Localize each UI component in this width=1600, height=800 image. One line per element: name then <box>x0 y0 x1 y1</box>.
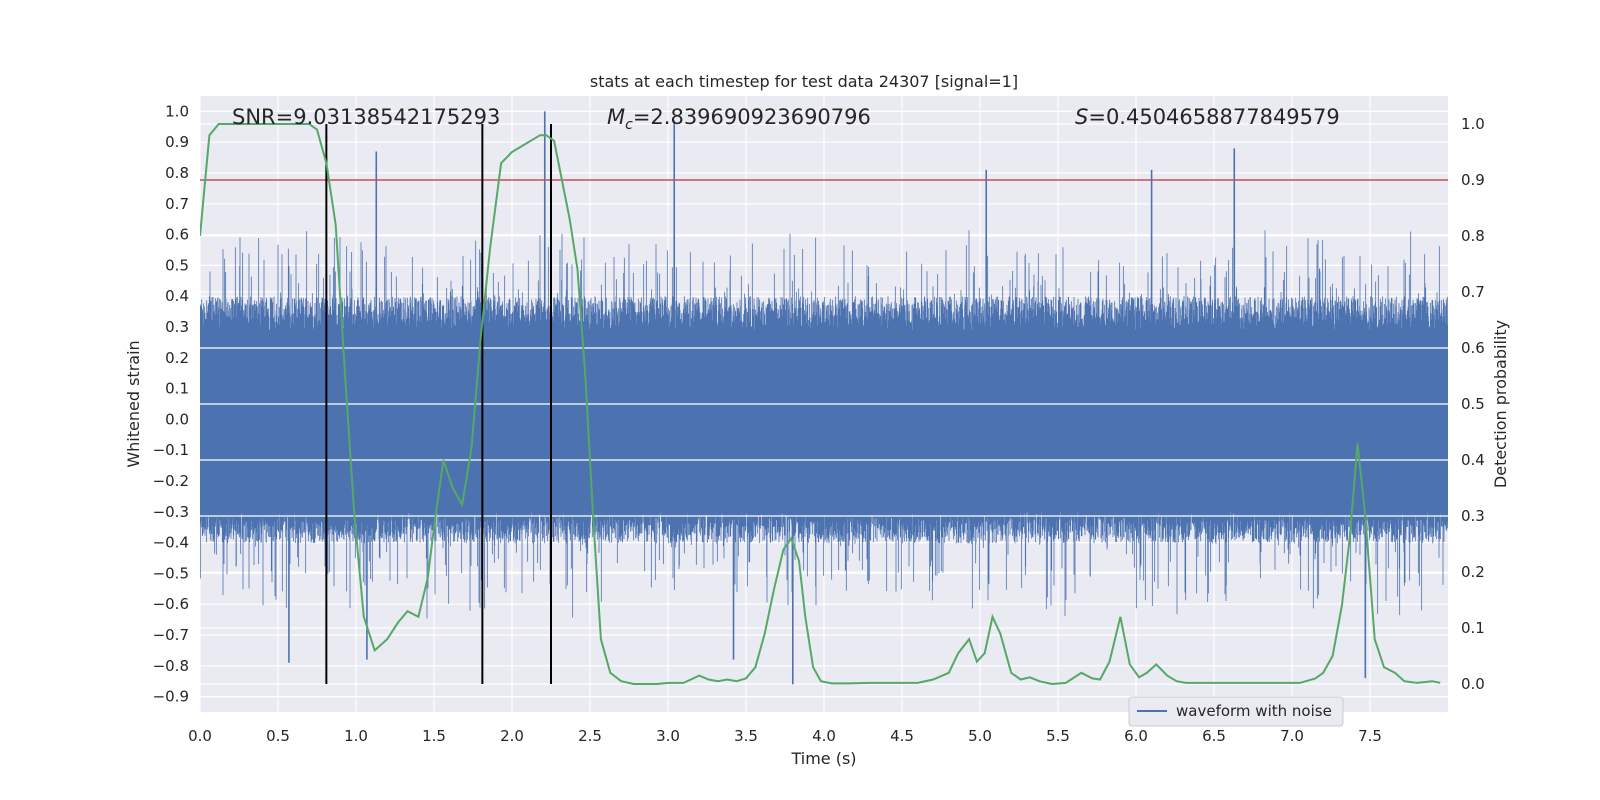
y-right-tick-label: 0.9 <box>1461 171 1485 189</box>
waveform-with-noise-series <box>200 111 1448 685</box>
y-right-tick-label: 0.5 <box>1461 395 1485 413</box>
x-tick-label: 3.5 <box>734 727 758 745</box>
y-left-tick-label: 0.9 <box>165 133 189 151</box>
legend: waveform with noise <box>1128 696 1344 727</box>
y-left-axis-label: Whitened strain <box>124 340 143 467</box>
x-tick-label: 5.0 <box>968 727 992 745</box>
x-tick-label: 7.0 <box>1280 727 1304 745</box>
chirp-mass-annotation: Mc=2.839690923690796 <box>607 105 871 133</box>
x-tick-label: 0.0 <box>188 727 212 745</box>
y-left-tick-label: 0.7 <box>165 195 189 213</box>
y-right-tick-label: 0.3 <box>1461 507 1485 525</box>
y-left-tick-label: −0.9 <box>153 688 189 706</box>
y-right-tick-label: 1.0 <box>1461 115 1485 133</box>
y-left-tick-label: −0.3 <box>153 503 189 521</box>
s-symbol: S <box>1075 105 1088 129</box>
y-right-tick-label: 0.1 <box>1461 619 1485 637</box>
y-left-tick-label: −0.7 <box>153 626 189 644</box>
y-right-tick-labels: 0.0 0.1 0.2 0.3 0.4 0.5 0.6 0.7 0.8 0.9 1.0 <box>1461 115 1485 693</box>
x-tick-label: 4.0 <box>812 727 836 745</box>
snr-annotation: SNR=9.03138542175293 <box>232 105 500 129</box>
y-left-tick-label: 0.2 <box>165 349 189 367</box>
x-axis-label: Time (s) <box>790 749 856 768</box>
y-left-tick-labels: −0.9 −0.8 −0.7 −0.6 −0.5 −0.4 −0.3 −0.2 −0.1 0.0 0… <box>153 102 189 705</box>
y-left-tick-label: −0.2 <box>153 472 189 490</box>
s-annotation: S=0.4504658877849579 <box>1075 105 1340 129</box>
x-tick-label: 1.0 <box>344 727 368 745</box>
y-left-tick-label: 0.3 <box>165 318 189 336</box>
y-left-tick-label: −0.4 <box>153 534 189 552</box>
y-left-tick-label: −0.1 <box>153 441 189 459</box>
x-tick-label: 7.5 <box>1358 727 1382 745</box>
x-tick-label: 0.5 <box>266 727 290 745</box>
chirp-mass-value: =2.839690923690796 <box>633 105 871 129</box>
y-left-tick-label: 0.0 <box>165 410 189 428</box>
y-left-tick-label: 0.6 <box>165 226 189 244</box>
x-tick-label: 4.5 <box>890 727 914 745</box>
x-tick-label: 6.5 <box>1202 727 1226 745</box>
x-tick-label: 2.5 <box>578 727 602 745</box>
x-tick-label: 1.5 <box>422 727 446 745</box>
s-value: =0.4504658877849579 <box>1088 105 1339 129</box>
x-tick-label: 6.0 <box>1124 727 1148 745</box>
y-left-tick-label: 1.0 <box>165 102 189 120</box>
y-left-tick-label: −0.6 <box>153 595 189 613</box>
x-tick-labels: 0.0 0.5 1.0 1.5 2.0 2.5 3.0 3.5 4.0 4.5 5.0 5.5 6.0 6… <box>188 727 1382 745</box>
x-tick-label: 5.5 <box>1046 727 1070 745</box>
legend-label: waveform with noise <box>1176 702 1332 720</box>
y-right-axis-label: Detection probability <box>1491 320 1510 488</box>
y-left-tick-label: 0.4 <box>165 287 189 305</box>
detection-probability-line <box>200 123 1441 686</box>
y-left-tick-label: 0.5 <box>165 256 189 274</box>
chirp-mass-symbol: M <box>607 105 625 129</box>
y-left-tick-label: 0.8 <box>165 164 189 182</box>
y-left-tick-label: −0.8 <box>153 657 189 675</box>
x-tick-label: 2.0 <box>500 727 524 745</box>
y-right-tick-label: 0.7 <box>1461 283 1485 301</box>
y-right-tick-label: 0.4 <box>1461 451 1485 469</box>
chirp-mass-subscript: c <box>625 117 633 133</box>
vertical-markers <box>325 124 552 684</box>
y-left-tick-label: −0.5 <box>153 564 189 582</box>
y-right-tick-label: 0.6 <box>1461 339 1485 357</box>
chart-title: stats at each timestep for test data 243… <box>590 72 1018 91</box>
legend-box <box>1128 696 1344 727</box>
y-right-tick-label: 0.2 <box>1461 563 1485 581</box>
y-right-tick-label: 0.0 <box>1461 675 1485 693</box>
x-tick-label: 3.0 <box>656 727 680 745</box>
y-right-tick-label: 0.8 <box>1461 227 1485 245</box>
y-left-tick-label: 0.1 <box>165 380 189 398</box>
noise-core <box>200 342 1448 512</box>
